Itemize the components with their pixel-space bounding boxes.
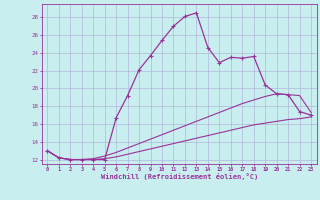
X-axis label: Windchill (Refroidissement éolien,°C): Windchill (Refroidissement éolien,°C) <box>100 173 258 180</box>
